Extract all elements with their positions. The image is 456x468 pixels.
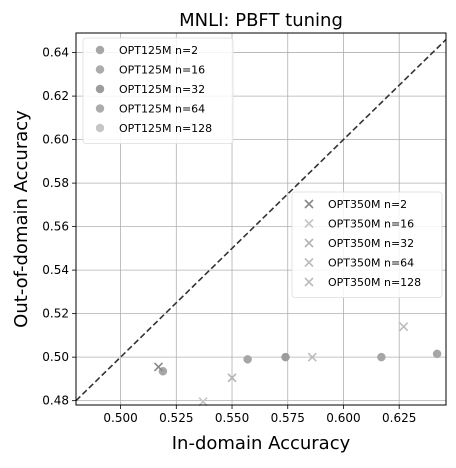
- y-tick-label: 0.64: [42, 46, 69, 60]
- x-tick-label: 0.575: [271, 411, 305, 425]
- y-tick-label: 0.48: [42, 394, 69, 408]
- data-point-x: [154, 363, 162, 371]
- legends: OPT125M n=2 OPT125M n=16 OPT125M n=32 OPT12…: [83, 38, 442, 298]
- y-tick-label: 0.50: [42, 350, 69, 364]
- legend-label: OPT350M n=2: [328, 198, 407, 211]
- legend-marker-circle: [96, 105, 104, 113]
- legend-label: OPT350M n=16: [328, 218, 414, 231]
- y-axis-title: Out-of-domain Accuracy: [11, 110, 32, 328]
- x-tick-label: 0.600: [326, 411, 360, 425]
- data-point-circle: [282, 353, 290, 361]
- y-tick-label: 0.52: [42, 307, 69, 321]
- legend-label: OPT350M n=128: [328, 276, 421, 289]
- y-tick-label: 0.60: [42, 133, 69, 147]
- y-tick-label: 0.56: [42, 220, 69, 234]
- data-points: [154, 323, 441, 406]
- data-point-circle: [377, 353, 385, 361]
- data-point-x: [400, 323, 408, 331]
- legend-label: OPT125M n=128: [119, 122, 212, 135]
- data-point-circle: [433, 350, 441, 358]
- x-tick-label: 0.550: [215, 411, 249, 425]
- legend-label: OPT125M n=16: [119, 64, 205, 77]
- legend-label: OPT350M n=32: [328, 237, 414, 250]
- legend-label: OPT125M n=32: [119, 83, 205, 96]
- y-tick-label: 0.58: [42, 176, 69, 190]
- legend-label: OPT350M n=64: [328, 257, 414, 270]
- legend-opt125m: OPT125M n=2 OPT125M n=16 OPT125M n=32 OPT12…: [83, 38, 233, 144]
- legend-marker-circle: [96, 46, 104, 54]
- legend-opt350m: OPT350M n=2 OPT350M n=16 OPT350M n=32 OPT35…: [292, 192, 442, 298]
- chart-title: MNLI: PBFT tuning: [179, 10, 343, 31]
- x-axis-title: In-domain Accuracy: [172, 433, 351, 454]
- x-tick-label: 0.525: [159, 411, 193, 425]
- legend-label: OPT125M n=2: [119, 44, 198, 57]
- x-tick-label: 0.625: [382, 411, 416, 425]
- y-tick-label: 0.54: [42, 263, 69, 277]
- x-tick-label: 0.500: [103, 411, 137, 425]
- legend-marker-circle: [96, 85, 104, 93]
- legend-marker-circle: [96, 66, 104, 74]
- y-tick-label: 0.62: [42, 89, 69, 103]
- legend-marker-circle: [96, 124, 104, 132]
- data-point-circle: [244, 355, 252, 363]
- legend-label: OPT125M n=64: [119, 103, 205, 116]
